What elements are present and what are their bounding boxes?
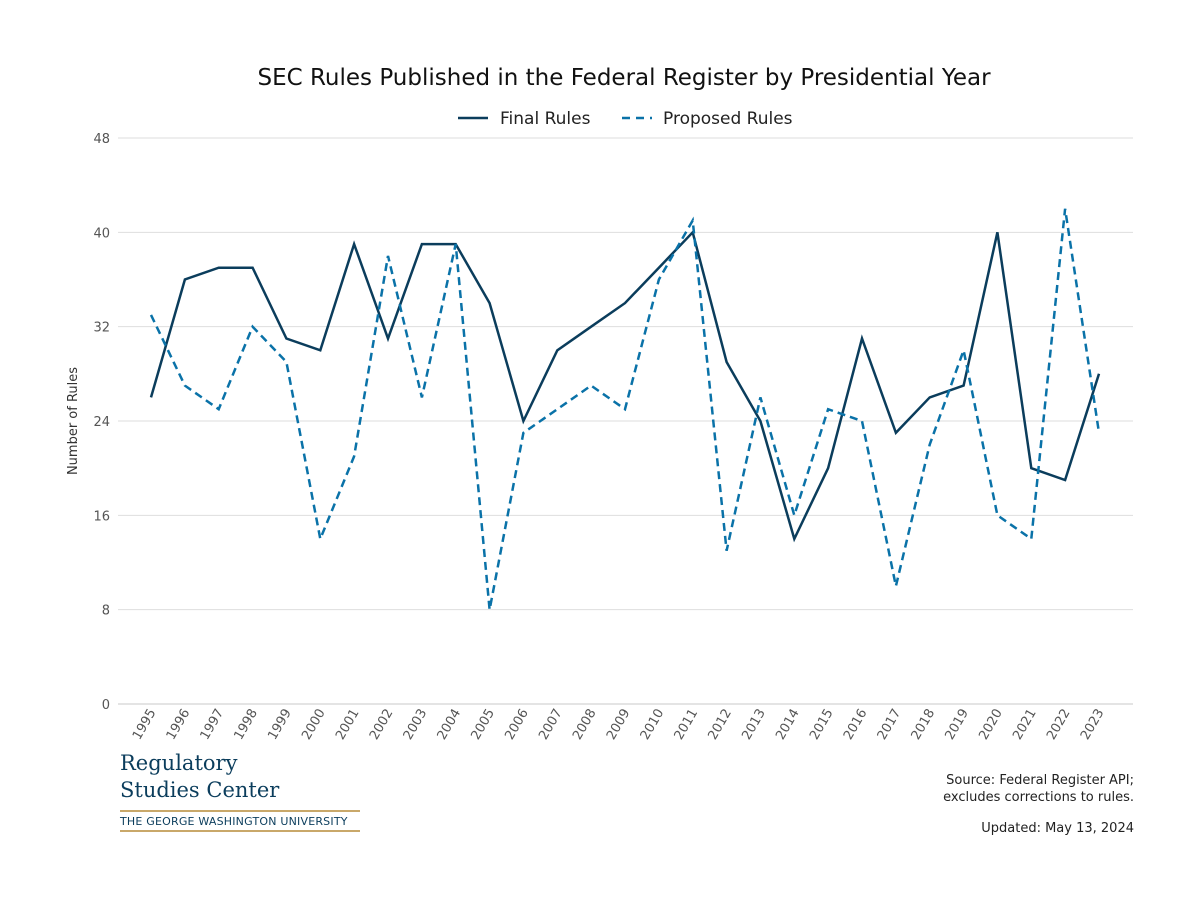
series-line-proposed-rules	[149, 208, 1101, 610]
x-tick-label: 2008	[570, 707, 600, 743]
x-tick-label: 1998	[231, 707, 261, 743]
x-tick-label: 2001	[333, 707, 363, 743]
x-tick-label: 2005	[468, 707, 498, 743]
x-tick-label: 2002	[367, 707, 397, 743]
x-tick-label: 2023	[1078, 707, 1108, 743]
x-tick-label: 2003	[401, 707, 431, 743]
logo-divider-top	[120, 810, 360, 812]
x-tick-label: 1999	[265, 707, 295, 743]
x-axis-ticks: 1995 1996 1997 1998 1999 2000 2001 2002 2003 2004…	[130, 707, 1108, 743]
logo-divider-bottom	[120, 830, 360, 832]
x-tick-label: 2015	[807, 707, 837, 743]
x-tick-label: 2016	[841, 707, 871, 743]
x-tick-label: 2011	[672, 707, 702, 743]
x-tick-label: 2000	[299, 707, 329, 743]
x-tick-label: 2014	[773, 707, 803, 743]
x-tick-label: 2012	[705, 707, 735, 743]
y-axis-label: Number of Rules	[66, 367, 81, 475]
y-axis-ticks: 0 8 16 24 32 40 48	[93, 132, 110, 713]
x-tick-label: 2013	[739, 707, 769, 743]
y-tick-label: 32	[93, 321, 110, 336]
x-tick-label: 2007	[536, 707, 566, 743]
x-tick-label: 2020	[976, 707, 1006, 743]
x-tick-label: 2010	[638, 707, 668, 743]
logo-text-line2: Studies Center	[120, 778, 280, 802]
x-tick-label: 2022	[1044, 707, 1074, 743]
legend: Final Rules Proposed Rules	[458, 109, 793, 129]
series-lines	[149, 208, 1101, 610]
x-tick-label: 2004	[435, 707, 465, 743]
x-tick-label: 2018	[909, 707, 939, 743]
y-tick-label: 48	[93, 132, 110, 147]
y-tick-label: 8	[102, 604, 110, 619]
x-tick-label: 2006	[502, 707, 532, 743]
chart-title: SEC Rules Published in the Federal Regis…	[257, 65, 991, 91]
y-tick-label: 0	[102, 698, 110, 713]
x-tick-label: 2021	[1010, 707, 1040, 743]
source-note: Source: Federal Register API; excludes c…	[943, 772, 1134, 806]
series-line-final-rules	[149, 229, 1101, 543]
gridlines	[118, 137, 1133, 705]
legend-label: Final Rules	[500, 109, 591, 129]
y-tick-label: 16	[93, 509, 110, 524]
source-line-1: Source: Federal Register API;	[946, 773, 1134, 788]
y-tick-label: 24	[93, 415, 110, 430]
x-tick-label: 1995	[130, 707, 160, 743]
logo-university: THE GEORGE WASHINGTON UNIVERSITY	[120, 815, 348, 828]
x-tick-label: 2009	[604, 707, 634, 743]
updated-date: Updated: May 13, 2024	[981, 821, 1134, 836]
y-tick-label: 40	[93, 226, 110, 241]
x-tick-label: 1996	[164, 707, 194, 743]
source-line-2: excludes corrections to rules.	[943, 790, 1134, 805]
logo-text-line1: Regulatory	[120, 751, 238, 775]
x-tick-label: 2019	[942, 707, 972, 743]
x-tick-label: 1997	[198, 707, 228, 743]
legend-label: Proposed Rules	[663, 109, 793, 129]
x-tick-label: 2017	[875, 707, 905, 743]
